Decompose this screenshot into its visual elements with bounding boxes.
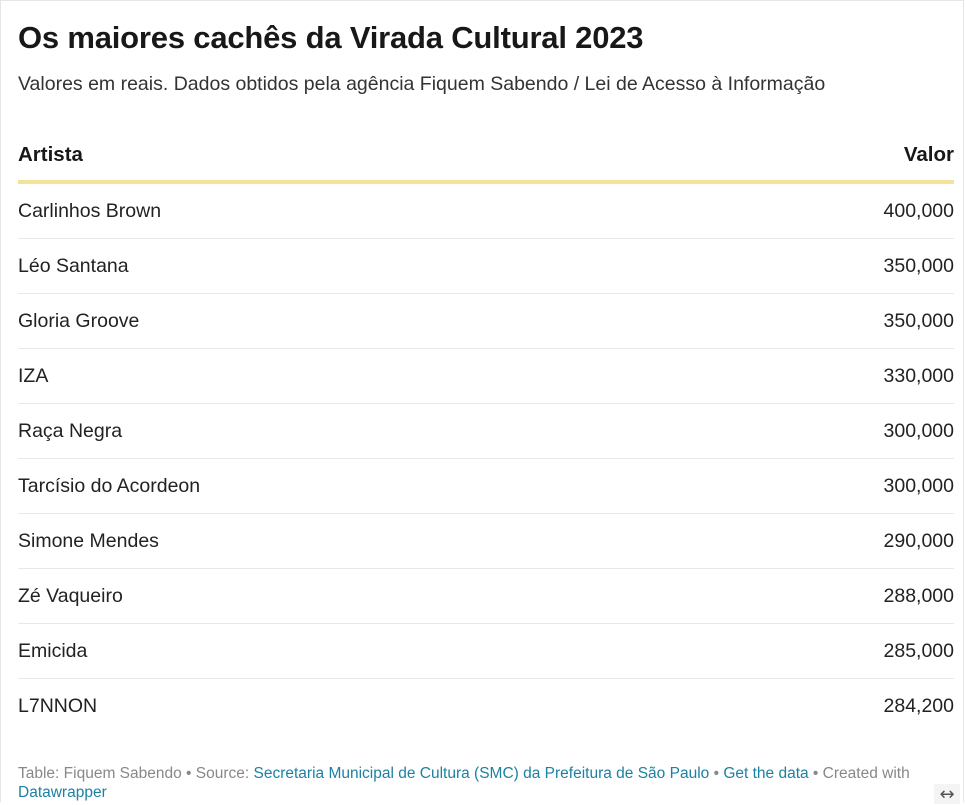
- chart-subtitle: Valores em reais. Dados obtidos pela agê…: [18, 73, 826, 95]
- source-link[interactable]: Secretaria Municipal de Cultura (SMC) da…: [253, 765, 710, 782]
- column-header-artista[interactable]: Artista: [18, 130, 674, 184]
- chart-title: Os maiores cachês da Virada Cultural 202…: [18, 20, 644, 55]
- table-row: Raça Negra 300,000: [18, 403, 954, 459]
- cell-artista: Léo Santana: [18, 238, 674, 294]
- table-row: Carlinhos Brown 400,000: [18, 182, 954, 239]
- footer-separator: •: [808, 765, 823, 782]
- table-row: Simone Mendes 290,000: [18, 513, 954, 569]
- cell-valor: 284,200: [883, 694, 955, 717]
- created-with-text: Created with: [822, 765, 910, 782]
- cell-artista: Tarcísio do Acordeon: [18, 458, 674, 514]
- cell-artista: Carlinhos Brown: [18, 182, 674, 239]
- data-table: Artista Valor Carlinhos Brown 400,000 Léo …: [18, 130, 954, 733]
- get-the-data-link[interactable]: Get the data: [723, 765, 809, 782]
- cell-artista: L7NNON: [18, 694, 98, 717]
- footer-separator: •: [709, 765, 724, 782]
- cell-valor: 288,000: [673, 568, 954, 624]
- table-row: Zé Vaqueiro 288,000: [18, 568, 954, 624]
- table-credit: Table: Fiquem Sabendo: [18, 765, 182, 782]
- datawrapper-link[interactable]: Datawrapper: [18, 784, 107, 801]
- cell-valor: 300,000: [673, 403, 954, 459]
- cell-valor: 285,000: [673, 623, 954, 679]
- cell-valor: 350,000: [673, 238, 954, 294]
- resize-handle-icon[interactable]: ↔: [934, 784, 960, 805]
- cell-valor: 400,000: [673, 182, 954, 239]
- table-row: Tarcísio do Acordeon 300,000: [18, 458, 954, 514]
- cell-artista: Zé Vaqueiro: [18, 568, 674, 624]
- table-row: IZA 330,000: [18, 348, 954, 404]
- cell-artista: Emicida: [18, 623, 674, 679]
- footer-separator: •: [181, 765, 196, 782]
- cell-artista: IZA: [18, 348, 674, 404]
- cell-valor: 300,000: [673, 458, 954, 514]
- table-row: L7NNON 284,200: [18, 679, 954, 734]
- cell-artista: Raça Negra: [18, 403, 674, 459]
- cell-valor: 290,000: [673, 513, 954, 569]
- chart-footer: Table: Fiquem Sabendo • Source: Secretar…: [18, 764, 954, 802]
- table-row: Léo Santana 350,000: [18, 238, 954, 294]
- cell-artista: Gloria Groove: [18, 293, 674, 349]
- table-header-row: Artista Valor: [18, 130, 954, 184]
- table-body: Carlinhos Brown 400,000 Léo Santana 350,000…: [18, 182, 954, 733]
- cell-artista: Simone Mendes: [18, 513, 674, 569]
- table-row: Emicida 285,000: [18, 623, 954, 679]
- cell-valor: 330,000: [673, 348, 954, 404]
- column-header-valor[interactable]: Valor: [673, 130, 954, 184]
- table-row: Gloria Groove 350,000: [18, 293, 954, 349]
- source-prefix: Source:: [195, 765, 254, 782]
- cell-valor: 350,000: [673, 293, 954, 349]
